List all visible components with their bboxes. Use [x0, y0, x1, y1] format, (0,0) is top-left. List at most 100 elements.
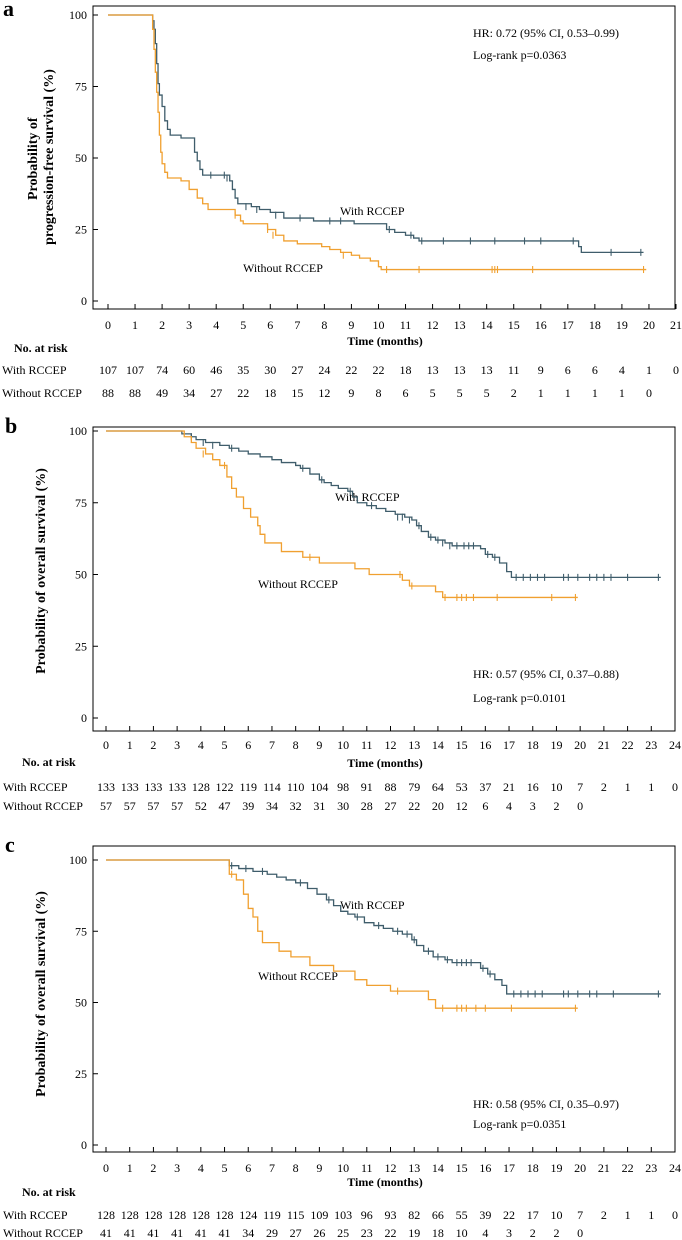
x-tick-label: 19 [550, 1161, 562, 1175]
x-tick-label: 21 [598, 738, 610, 752]
risk-value: 0 [672, 780, 678, 794]
risk-value: 8 [375, 386, 381, 400]
risk-value: 93 [385, 1208, 397, 1222]
x-tick-label: 18 [589, 318, 601, 332]
without-rccep-curve [108, 14, 647, 271]
x-tick-label: 5 [240, 318, 246, 332]
risk-value: 41 [219, 1226, 231, 1240]
risk-value: 10 [550, 780, 562, 794]
x-tick-label: 23 [645, 738, 657, 752]
risk-table-header: No. at risk [14, 341, 68, 355]
x-tick-label: 17 [503, 1161, 515, 1175]
risk-value: 39 [242, 799, 254, 813]
risk-value: 5 [430, 386, 436, 400]
risk-value: 18 [400, 363, 412, 377]
with-rccep-curve-label: With RCCEP [340, 204, 405, 218]
risk-value: 79 [408, 780, 420, 794]
risk-value: 4 [619, 363, 625, 377]
risk-value: 57 [100, 799, 112, 813]
x-tick-label: 16 [535, 318, 547, 332]
x-tick-label: 24 [669, 738, 681, 752]
y-tick-label: 0 [81, 711, 87, 725]
risk-value: 24 [318, 363, 330, 377]
y-tick-label: 25 [75, 1067, 87, 1081]
risk-value: 29 [266, 1226, 278, 1240]
x-axis-label: Time (months) [347, 334, 422, 348]
x-tick-label: 2 [159, 318, 165, 332]
risk-value: 119 [263, 1208, 281, 1222]
risk-value: 3 [530, 799, 536, 813]
x-tick-label: 15 [508, 318, 520, 332]
risk-value: 25 [337, 1226, 349, 1240]
with-rccep-curve [106, 859, 661, 995]
without-rccep-curve-label: Without RCCEP [243, 261, 323, 275]
risk-value: 52 [195, 799, 207, 813]
risk-value: 114 [263, 780, 281, 794]
risk-value: 34 [266, 799, 278, 813]
hr-text: HR: 0.58 (95% CI, 0.35–0.97) [473, 1097, 619, 1111]
risk-value: 16 [527, 780, 539, 794]
x-tick-label: 9 [348, 318, 354, 332]
without-rccep-curve-label: Without RCCEP [258, 969, 338, 983]
x-tick-label: 11 [361, 738, 373, 752]
x-tick-label: 9 [316, 1161, 322, 1175]
risk-value: 1 [619, 386, 625, 400]
y-tick-label: 75 [75, 496, 87, 510]
x-tick-label: 7 [269, 738, 275, 752]
x-tick-label: 6 [245, 1161, 251, 1175]
risk-value: 3 [506, 1226, 512, 1240]
x-tick-label: 14 [481, 318, 493, 332]
x-tick-label: 21 [598, 1161, 610, 1175]
x-tick-label: 17 [562, 318, 574, 332]
x-tick-label: 7 [294, 318, 300, 332]
risk-value: 110 [287, 780, 305, 794]
with-rccep-curve [106, 430, 661, 579]
risk-value: 128 [216, 1208, 234, 1222]
risk-value: 22 [503, 1208, 515, 1222]
panel-letter-c: c [5, 832, 15, 857]
y-tick-label: 0 [81, 1138, 87, 1152]
risk-value: 13 [454, 363, 466, 377]
x-tick-label: 1 [127, 1161, 133, 1175]
x-tick-label: 1 [127, 738, 133, 752]
risk-value: 128 [97, 1208, 115, 1222]
x-tick-label: 15 [456, 738, 468, 752]
x-tick-label: 18 [527, 1161, 539, 1175]
x-tick-label: 2 [150, 738, 156, 752]
risk-value: 107 [126, 363, 144, 377]
risk-value: 41 [100, 1226, 112, 1240]
risk-value: 2 [553, 799, 559, 813]
risk-value: 4 [482, 1226, 488, 1240]
plot-frame [92, 845, 676, 1153]
risk-value: 0 [672, 1208, 678, 1222]
without-rccep-curve [106, 859, 578, 1009]
y-tick-label: 25 [75, 639, 87, 653]
risk-value: 22 [345, 363, 357, 377]
x-tick-label: 12 [427, 318, 439, 332]
risk-value: 119 [239, 780, 257, 794]
risk-value: 7 [577, 1208, 583, 1222]
x-tick-label: 0 [103, 1161, 109, 1175]
x-tick-label: 7 [269, 1161, 275, 1175]
risk-value: 30 [264, 363, 276, 377]
risk-value: 41 [171, 1226, 183, 1240]
x-tick-label: 5 [222, 738, 228, 752]
risk-value: 17 [527, 1208, 539, 1222]
x-tick-label: 3 [174, 1161, 180, 1175]
x-tick-label: 20 [643, 318, 655, 332]
risk-value: 88 [385, 780, 397, 794]
x-tick-label: 12 [385, 1161, 397, 1175]
risk-value: 12 [456, 799, 468, 813]
risk-value: 91 [361, 780, 373, 794]
risk-value: 30 [337, 799, 349, 813]
x-tick-label: 22 [622, 1161, 634, 1175]
x-tick-label: 12 [385, 738, 397, 752]
risk-value: 115 [287, 1208, 305, 1222]
risk-value: 0 [673, 363, 679, 377]
risk-value: 1 [592, 386, 598, 400]
risk-value: 28 [361, 799, 373, 813]
panel-c: c Probability of overall survival (%) Ti… [3, 832, 681, 1240]
risk-value: 2 [511, 386, 517, 400]
x-tick-label: 19 [616, 318, 628, 332]
